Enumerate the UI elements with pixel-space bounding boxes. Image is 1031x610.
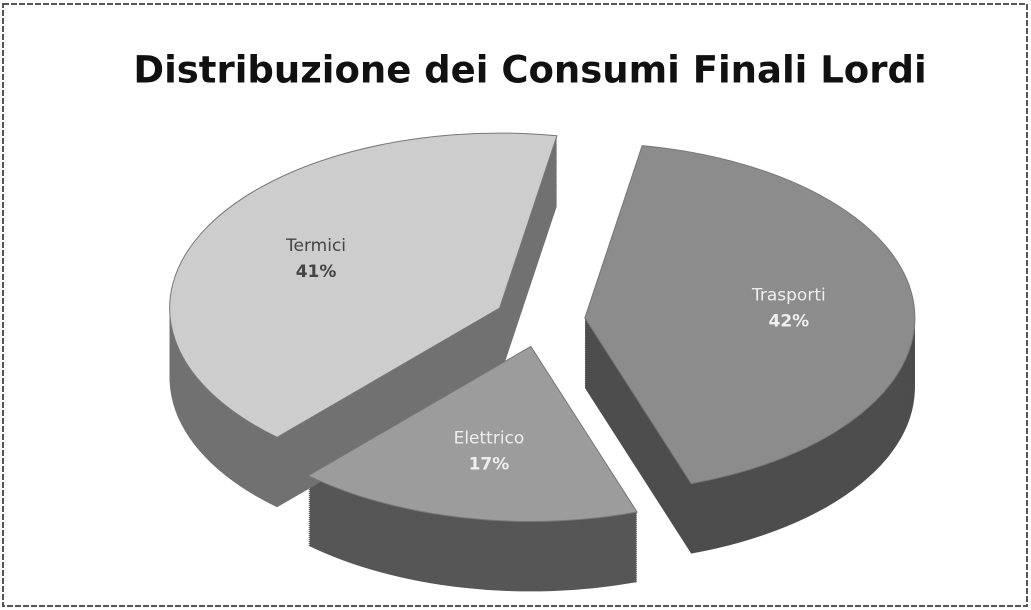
chart-title: Distribuzione dei Consumi Finali Lordi: [133, 49, 926, 92]
slice-label: Trasporti: [751, 286, 826, 306]
slice-value-label: 42%: [769, 312, 810, 332]
slice-value-label: 17%: [469, 455, 510, 475]
slice-label: Elettrico: [454, 429, 525, 449]
slice: [307, 345, 638, 522]
slice-value-label: 41%: [296, 262, 337, 282]
slice-label: Termici: [285, 236, 346, 256]
slice: [584, 145, 916, 485]
slice: [169, 132, 558, 438]
